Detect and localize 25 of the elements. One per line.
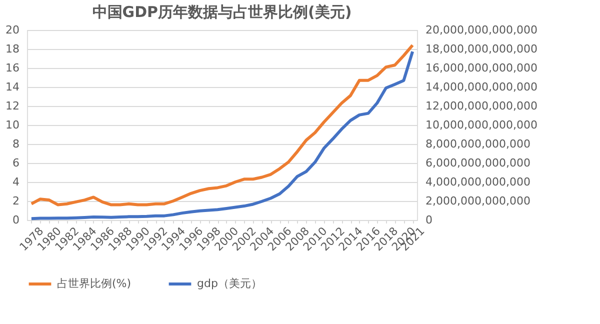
legend-label: 占世界比例(%) xyxy=(57,277,132,290)
y2-tick-label: 18,000,000,000,000 xyxy=(426,42,538,56)
y2-tick-label: 8,000,000,000,000 xyxy=(426,138,530,150)
y-tick-label: 12 xyxy=(6,100,20,112)
y2-tick-label: 12,000,000,000,000 xyxy=(426,100,538,112)
y-tick-label: 4 xyxy=(12,176,20,188)
legend-label: gdp（美元） xyxy=(197,277,262,290)
y-tick-label: 8 xyxy=(12,138,20,150)
chart-title: 中国GDP历年数据与占世界比例(美元) xyxy=(92,3,352,21)
y2-tick-label: 2,000,000,000,000 xyxy=(426,194,530,208)
y-tick-label: 16 xyxy=(6,62,20,74)
y-tick-label: 6 xyxy=(12,156,20,170)
y-tick-label: 18 xyxy=(6,42,20,56)
y-tick-label: 14 xyxy=(6,80,20,94)
y2-tick-label: 14,000,000,000,000 xyxy=(426,80,538,94)
y-tick-label: 10 xyxy=(6,118,20,132)
y2-tick-label: 16,000,000,000,000 xyxy=(426,62,538,74)
y-tick-label: 0 xyxy=(12,214,20,226)
y-tick-label: 20 xyxy=(6,24,20,36)
y2-tick-label: 20,000,000,000,000 xyxy=(426,24,538,36)
y2-tick-label: 6,000,000,000,000 xyxy=(426,156,530,170)
y2-tick-label: 4,000,000,000,000 xyxy=(426,176,530,188)
y-tick-label: 2 xyxy=(12,194,20,208)
y2-tick-label: 10,000,000,000,000 xyxy=(426,118,538,132)
y2-tick-label: 0 xyxy=(426,214,432,226)
